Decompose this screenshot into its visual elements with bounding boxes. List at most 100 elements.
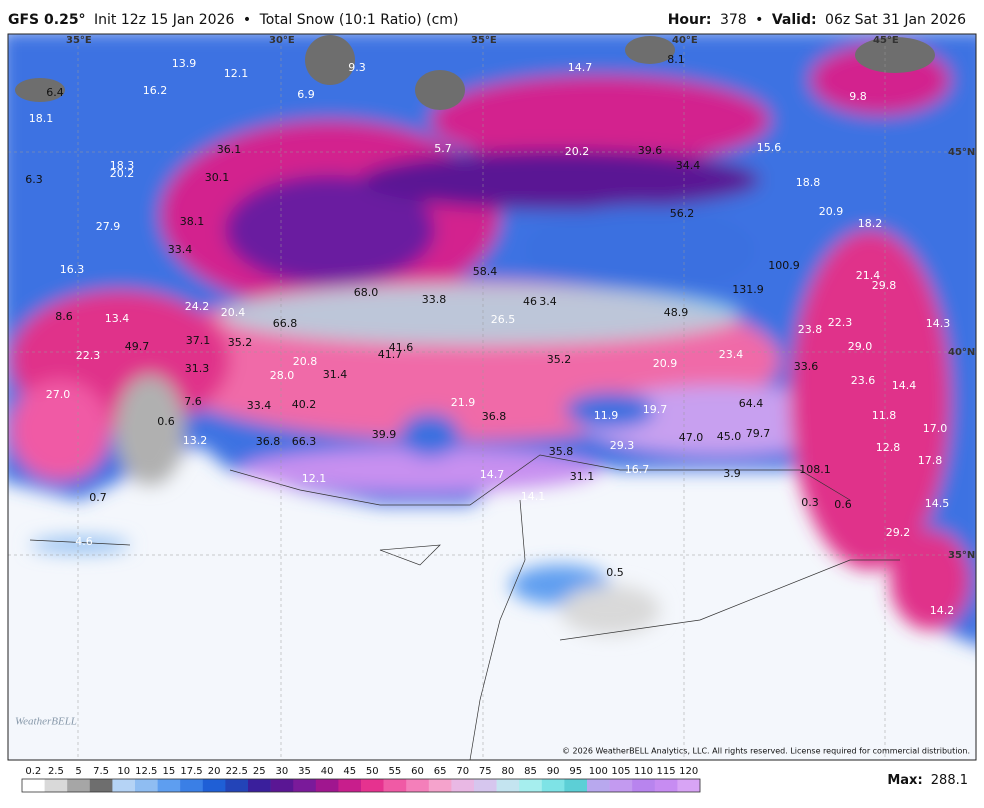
value-label: 35.2 — [228, 336, 253, 349]
value-label: 20.8 — [293, 355, 318, 368]
value-label: 8.1 — [667, 53, 685, 66]
coord-label: 30°E — [269, 35, 295, 46]
value-label: 66.3 — [292, 435, 317, 448]
value-label: 108.1 — [799, 463, 831, 476]
value-label: 39.9 — [372, 428, 397, 441]
colorbar-tick-label: 90 — [547, 766, 560, 777]
colorbar-swatch — [654, 779, 678, 792]
logo: WeatherBELL — [15, 716, 77, 728]
colorbar-swatch — [406, 779, 430, 792]
colorbar-tick-label: 35 — [298, 766, 311, 777]
value-label: 66.8 — [273, 317, 298, 330]
value-label: 13.4 — [105, 312, 130, 325]
colorbar-swatch — [496, 779, 520, 792]
value-label: 27.0 — [46, 388, 71, 401]
value-label: 14.4 — [892, 379, 917, 392]
colorbar-tick-label: 55 — [389, 766, 402, 777]
max-label: Max: — [887, 773, 922, 788]
value-label: 3.9 — [723, 467, 741, 480]
separator: • — [755, 12, 763, 28]
value-label: 29.3 — [610, 439, 635, 452]
value-label: 14.3 — [926, 317, 951, 330]
colorbar-tick-label: 20 — [208, 766, 221, 777]
value-label: 41.6 — [389, 341, 414, 354]
colorbar-tick-label: 10 — [117, 766, 130, 777]
value-label: 47.0 — [679, 431, 704, 444]
value-label: 18.8 — [796, 176, 821, 189]
product: Total Snow (10:1 Ratio) (cm) — [259, 12, 459, 28]
value-label: 11.8 — [872, 409, 897, 422]
colorbar-tick-label: 70 — [456, 766, 469, 777]
value-label: 17.8 — [918, 454, 943, 467]
colorbar-swatch — [202, 779, 226, 792]
value-label: 58.4 — [473, 265, 498, 278]
value-label: 14.7 — [568, 61, 593, 74]
valid-label: Valid: — [772, 12, 817, 28]
coord-label: 35°E — [471, 35, 497, 46]
value-label: 100.9 — [768, 259, 800, 272]
coord-label: 45°N — [948, 147, 975, 158]
value-label: 0.3 — [801, 496, 819, 509]
value-label: 6.3 — [25, 173, 43, 186]
value-label: 22.3 — [76, 349, 101, 362]
value-label: 23.6 — [851, 374, 876, 387]
init: Init 12z 15 Jan 2026 — [94, 12, 234, 28]
value-label: 36.1 — [217, 143, 242, 156]
value-label: 14.1 — [521, 490, 546, 503]
coord-label: 40°N — [948, 347, 975, 358]
model: GFS 0.25° — [8, 12, 86, 28]
value-label: 9.3 — [348, 61, 366, 74]
value-label: 39.6 — [638, 144, 663, 157]
value-label: 79.7 — [746, 427, 771, 440]
value-label: 28.0 — [270, 369, 295, 382]
value-label: 33.4 — [247, 399, 272, 412]
separator: • — [243, 12, 251, 28]
grey-patches — [15, 35, 935, 110]
value-label: 4.6 — [75, 535, 93, 548]
colorbar-tick-label: 22.5 — [226, 766, 248, 777]
colorbar-tick-label: 120 — [679, 766, 698, 777]
value-label: 17.0 — [923, 422, 948, 435]
value-label: 23.8 — [798, 323, 823, 336]
colorbar-swatch — [112, 779, 136, 792]
colorbar-swatch — [135, 779, 158, 792]
value-label: 68.0 — [354, 286, 379, 299]
value-label: 12.8 — [876, 441, 901, 454]
coord-label: 35°N — [948, 550, 975, 561]
value-label: 20.2 — [565, 145, 590, 158]
value-label: 14.5 — [925, 497, 950, 510]
coord-label: 45°E — [873, 35, 899, 46]
value-label: 9.8 — [849, 90, 867, 103]
value-label: 15.6 — [757, 141, 782, 154]
value-label: 0.6 — [834, 498, 852, 511]
colorbar-swatch — [474, 779, 497, 792]
colorbar-tick-label: 100 — [589, 766, 608, 777]
colorbar-swatch — [632, 779, 656, 792]
max: Max: 288.1 — [887, 773, 968, 788]
colorbar-swatch — [361, 779, 384, 792]
colorbar-tick-label: 45 — [343, 766, 356, 777]
value-label: 33.8 — [422, 293, 447, 306]
snow-field — [8, 34, 976, 645]
colorbar-swatch — [225, 779, 249, 792]
value-label: 49.7 — [125, 340, 150, 353]
value-label: 16.2 — [143, 84, 168, 97]
value-label: 0.5 — [606, 566, 624, 579]
colorbar-tick-label: 25 — [253, 766, 266, 777]
value-label: 45.0 — [717, 430, 742, 443]
max-value: 288.1 — [931, 773, 968, 788]
value-label: 18.2 — [858, 217, 883, 230]
value-label: 18.1 — [29, 112, 54, 125]
value-label: 14.2 — [930, 604, 955, 617]
value-label: 33.6 — [794, 360, 819, 373]
valid: 06z Sat 31 Jan 2026 — [825, 12, 966, 28]
value-label: 26.5 — [491, 313, 516, 326]
colorbar-swatch — [44, 779, 68, 792]
colorbar-swatch — [519, 779, 543, 792]
value-label: 11.9 — [594, 409, 619, 422]
colorbar-tick-label: 65 — [434, 766, 447, 777]
value-label: 27.9 — [96, 220, 121, 233]
value-label: 20.4 — [221, 306, 246, 319]
value-label: 56.2 — [670, 207, 695, 220]
